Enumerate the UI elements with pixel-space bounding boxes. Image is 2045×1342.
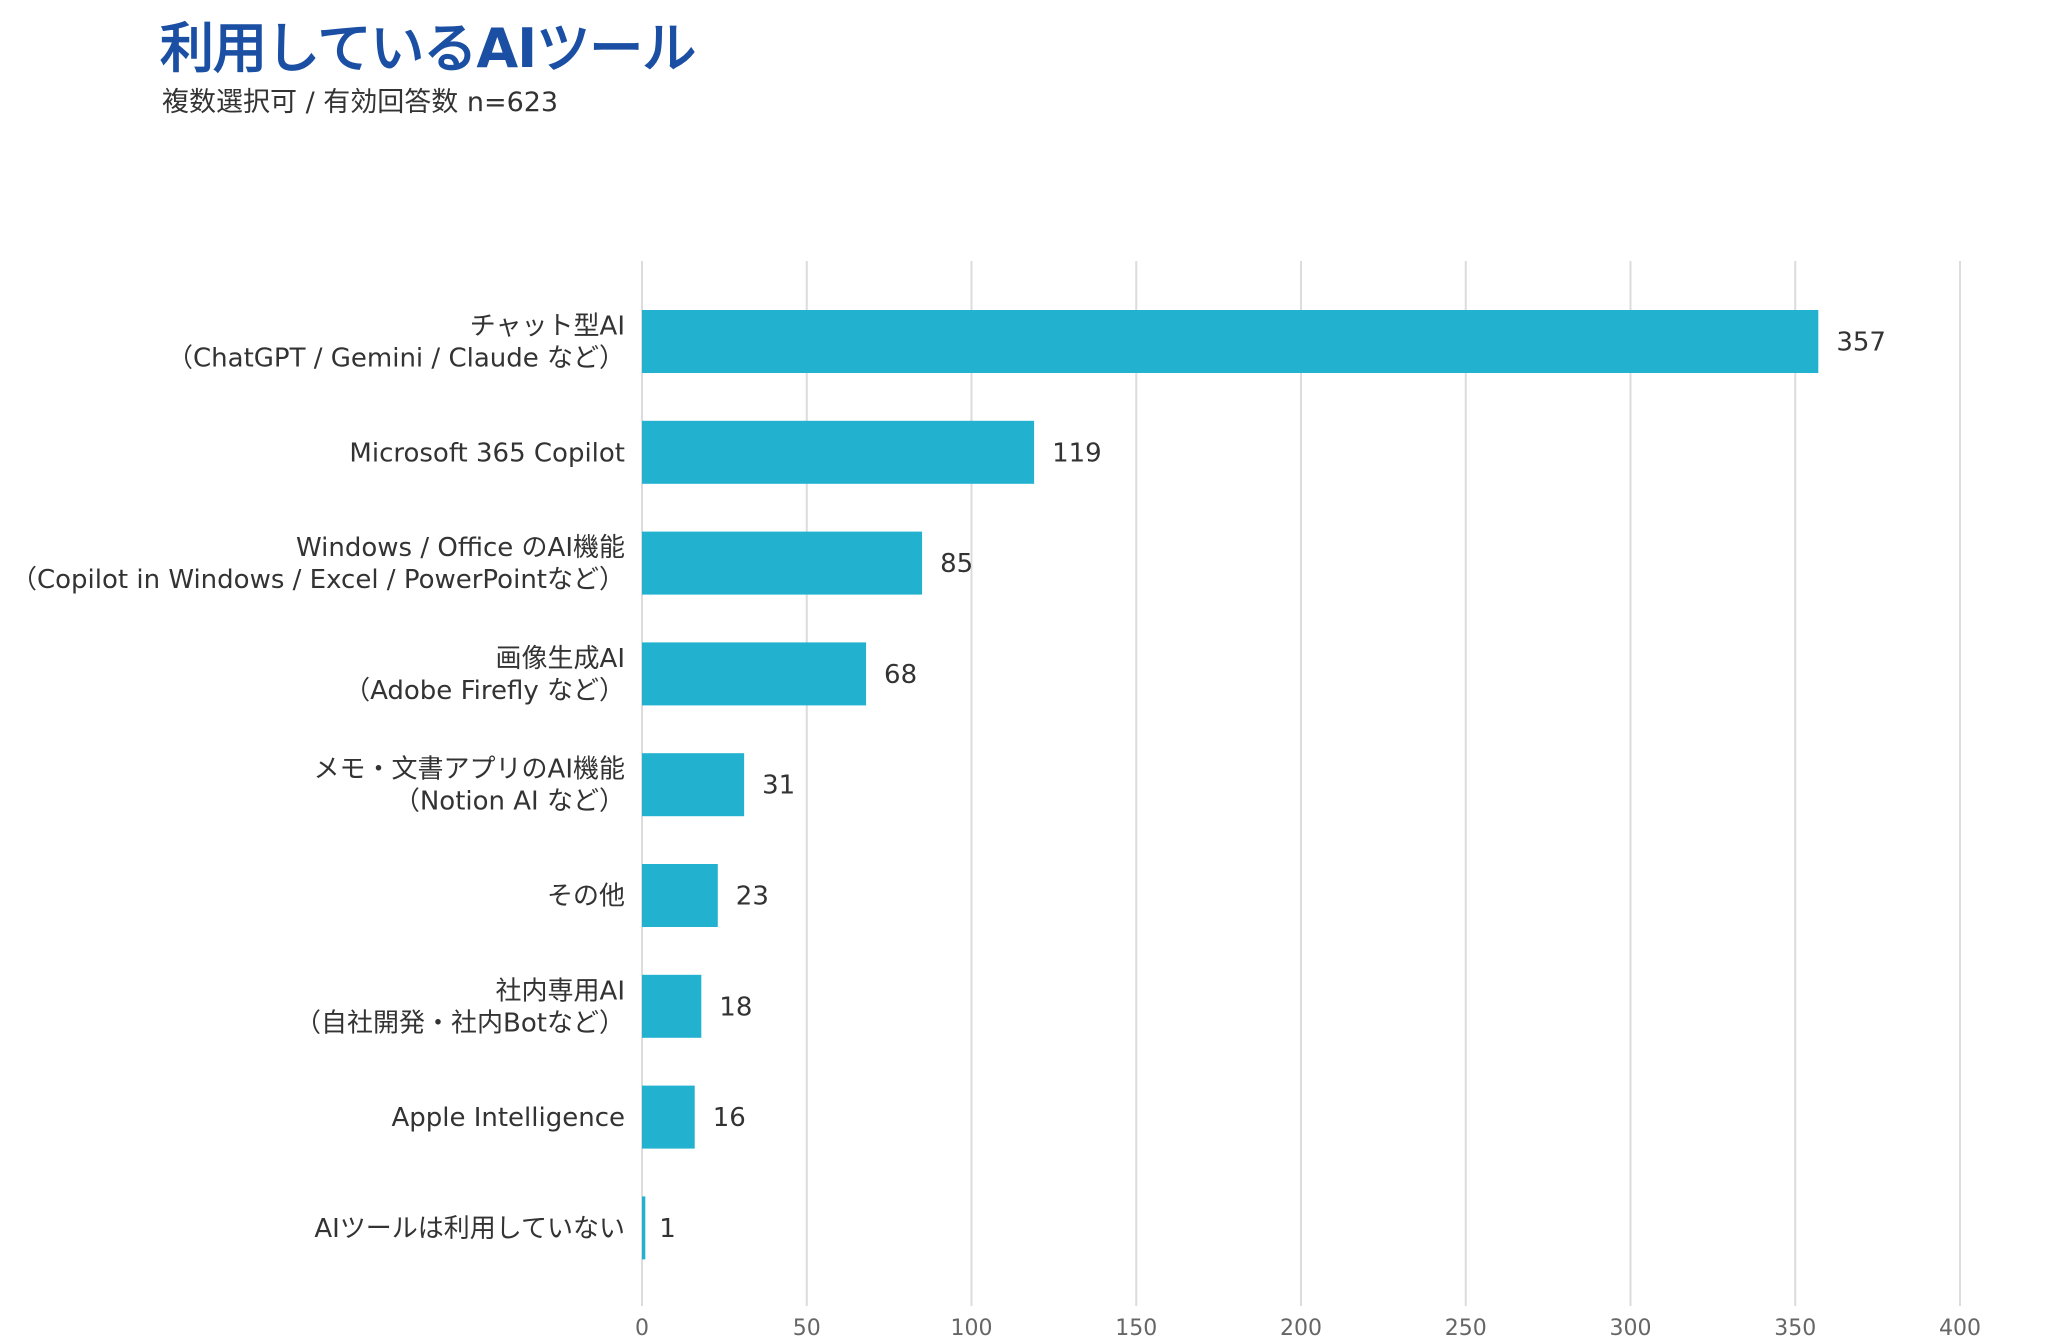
bar <box>642 420 1035 484</box>
x-tick-label: 200 <box>1280 1316 1322 1341</box>
data-label: 16 <box>713 1103 746 1133</box>
category-label: （自社開発・社内Botなど） <box>295 1008 625 1038</box>
bar <box>642 974 702 1038</box>
category-label: Windows / Office のAI機能 <box>296 533 625 563</box>
category-label: （ChatGPT / Gemini / Claude など） <box>167 344 625 374</box>
bar <box>642 642 867 706</box>
x-tick-label: 100 <box>951 1316 993 1341</box>
bar <box>642 310 1819 373</box>
data-label: 1 <box>659 1214 676 1244</box>
category-label: メモ・文書アプリのAI機能 <box>314 755 625 785</box>
data-label: 119 <box>1052 438 1102 468</box>
category-label: その他 <box>547 882 625 912</box>
category-label: 画像生成AI <box>496 644 625 674</box>
x-tick-label: 250 <box>1445 1316 1487 1341</box>
bar <box>642 1196 646 1260</box>
category-label: AIツールは利用していない <box>314 1214 625 1244</box>
bar <box>642 864 718 927</box>
data-label: 18 <box>719 992 752 1022</box>
chart-title: 利用しているAIツール <box>160 17 696 80</box>
data-label: 357 <box>1836 328 1886 358</box>
x-tick-label: 0 <box>635 1316 649 1341</box>
bar <box>642 753 745 817</box>
category-label: Apple Intelligence <box>391 1103 625 1133</box>
category-label: （Copilot in Windows / Excel / PowerPoint… <box>11 565 625 595</box>
data-label: 85 <box>940 549 973 579</box>
category-label: 社内専用AI <box>496 976 625 1006</box>
x-tick-label: 400 <box>1939 1316 1981 1341</box>
x-tick-label: 150 <box>1115 1316 1157 1341</box>
data-label: 31 <box>762 771 795 801</box>
chart-subtitle: 複数選択可 / 有効回答数 n=623 <box>162 87 559 118</box>
x-tick-label: 350 <box>1774 1316 1816 1341</box>
bar <box>642 1085 695 1149</box>
x-tick-label: 50 <box>793 1316 821 1341</box>
bar <box>642 531 923 595</box>
x-tick-label: 300 <box>1610 1316 1652 1341</box>
category-label: （Notion AI など） <box>394 787 625 817</box>
data-label: 68 <box>884 660 917 690</box>
category-label: （Adobe Firefly など） <box>344 676 625 706</box>
data-label: 23 <box>736 882 769 912</box>
category-label: チャット型AI <box>470 312 625 342</box>
category-label: Microsoft 365 Copilot <box>349 438 625 468</box>
